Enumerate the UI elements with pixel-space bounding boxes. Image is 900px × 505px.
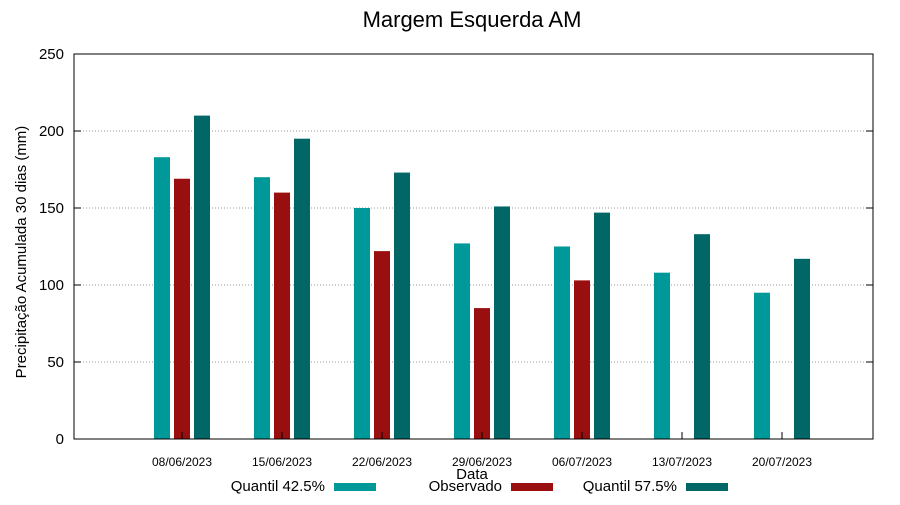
y-tick-label: 150 — [39, 200, 64, 217]
legend-swatch — [511, 483, 553, 491]
legend-label: Quantil 57.5% — [583, 478, 677, 495]
bar — [294, 138, 310, 439]
x-tick-label: 22/06/2023 — [352, 455, 412, 469]
plot-frame — [73, 53, 874, 440]
bar — [354, 208, 370, 439]
chart-title: Margem Esquerda AM — [363, 7, 582, 32]
bar — [594, 212, 610, 439]
bar — [474, 308, 490, 439]
bars — [154, 115, 810, 440]
bar — [174, 178, 190, 440]
bar — [494, 206, 510, 439]
bar — [794, 258, 810, 439]
x-tick-label: 13/07/2023 — [652, 455, 712, 469]
bar — [274, 192, 290, 439]
y-tick-label: 200 — [39, 123, 64, 140]
x-tick-label: 06/07/2023 — [552, 455, 612, 469]
x-tick-label: 08/06/2023 — [152, 455, 212, 469]
bar — [254, 177, 270, 439]
bar — [454, 243, 470, 439]
bar — [154, 157, 170, 439]
x-tick-label: 29/06/2023 — [452, 455, 512, 469]
x-axis-ticks: 08/06/2023 15/06/2023 22/06/2023 29/06/2023… — [152, 432, 812, 469]
bar — [574, 280, 590, 439]
bar — [374, 251, 390, 439]
bar — [394, 172, 410, 439]
legend-swatch — [686, 483, 728, 491]
bar — [694, 234, 710, 439]
x-axis-label: Data — [456, 466, 488, 483]
bar — [754, 292, 770, 439]
x-tick-label: 15/06/2023 — [252, 455, 312, 469]
y-tick-label: 250 — [39, 46, 64, 63]
x-tick-label: 20/07/2023 — [752, 455, 812, 469]
y-tick-label: 50 — [47, 354, 64, 371]
y-axis-label: Precipitação Acumulada 30 dias (mm) — [13, 126, 30, 379]
legend-label: Observado — [429, 478, 502, 495]
y-tick-label: 0 — [56, 431, 64, 448]
legend-swatch — [334, 483, 376, 491]
legend: Quantil 42.5% Observado Quantil 57.5% — [231, 478, 728, 495]
y-tick-label: 100 — [39, 277, 64, 294]
y-axis-ticks: 0 50 100 150 200 250 — [39, 46, 873, 448]
legend-label: Quantil 42.5% — [231, 478, 325, 495]
grid-lines — [74, 130, 873, 363]
bar — [194, 115, 210, 439]
bar — [654, 272, 670, 439]
bar — [554, 246, 570, 439]
